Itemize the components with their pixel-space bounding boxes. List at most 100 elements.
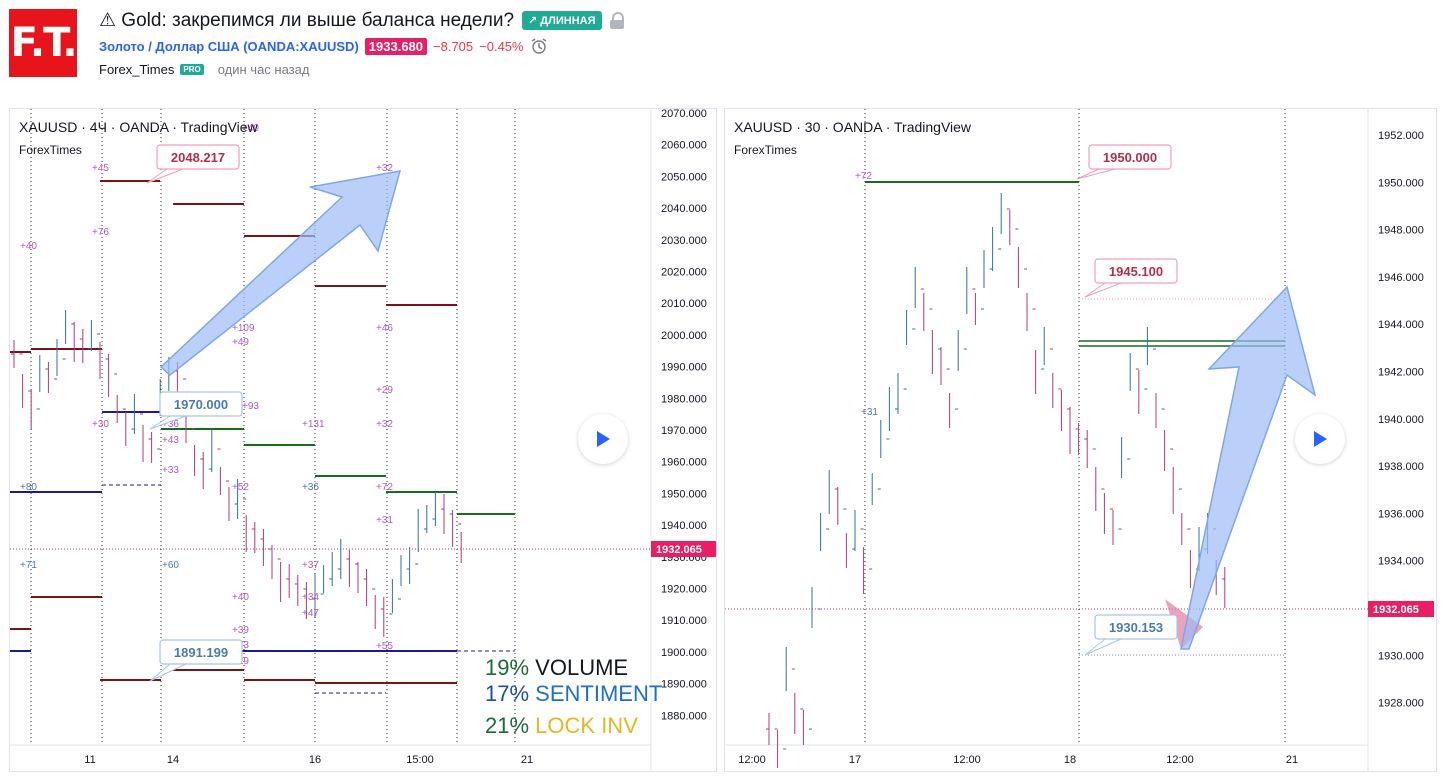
volume-label: +29 [376,385,393,396]
price-tick: 1930.000 [1378,650,1424,662]
volume-pct: 19% [485,655,530,680]
play-icon [1314,431,1327,447]
price-tick: 1952.000 [1378,130,1424,142]
author-name[interactable]: Forex_Times [99,62,175,77]
callout-1891-box [159,639,243,665]
time-tick: 15:00 [406,754,434,766]
price-tick: 1942.000 [1378,367,1424,379]
volume-label: +46 [376,323,393,334]
price-tick: 1920.000 [661,584,707,596]
bullish-arrow [1180,285,1317,650]
volume-label: +131 [302,419,325,430]
sentiment-label: SENTIMENT [535,681,663,706]
volume-label: +47 [302,608,319,619]
current-price-label: 1932.065 [1373,604,1419,616]
price-tick: 1936.000 [1378,508,1424,520]
alarm-clock-icon[interactable] [530,37,548,55]
callout-1891-tail [149,663,187,682]
price-tick: 2050.000 [661,171,707,183]
callout-1930-tail [1084,638,1122,656]
price-tick: 1900.000 [661,647,707,659]
price-tick: 1960.000 [661,457,707,469]
play-icon [597,431,610,447]
time-tick: 16 [309,754,321,766]
price-tick: 2060.000 [661,140,707,152]
pro-badge: PRO [180,64,204,75]
chart-4h-title: XAUUSD · 4Ч · OANDA · TradingView [19,119,258,135]
price-tick: 1940.000 [1378,414,1424,426]
time-tick: 17 [849,754,861,766]
price-tick: 1938.000 [1378,461,1424,473]
callout-1945-tail [1084,282,1122,298]
chart-4h[interactable]: 2070.000 2060.000 2050.000 2040.000 2030.000… [9,108,717,772]
price-tick: 1950.000 [1378,177,1424,189]
callout-1950-box [1088,144,1172,170]
symbol-link[interactable]: Золото / Доллар США (OANDA:XAUUSD) [99,38,359,54]
volume-label: +43 [162,435,179,446]
volume-label: +40 [242,123,259,134]
idea-title-row: ⚠ Gold: закрепимся ли выше баланса недел… [99,9,624,32]
play-button[interactable] [578,414,628,464]
price-change-pct: −0.45% [479,38,524,54]
time-tick: 12:00 [738,754,766,766]
price-tick: 1928.000 [1378,698,1424,710]
callout-1950-tail [1076,168,1116,180]
volume-label: +36 [162,419,179,430]
play-button[interactable] [1295,414,1345,464]
chart-4h-subtitle: ForexTimes [19,143,82,157]
callout-1891-text: 1891.199 [174,645,228,660]
price-tick: 2020.000 [661,267,707,279]
volume-label: +33 [162,465,179,476]
volume-label: +76 [92,227,109,238]
chart-4h-canvas: 2070.000 2060.000 2050.000 2040.000 2030.000… [10,109,716,771]
callout-1970-text: 1970.000 [174,397,228,412]
volume-label: +52 [232,482,249,493]
callout-1945-box [1094,258,1178,284]
volume-label: +93 [242,401,259,412]
volume-label: +39 [232,625,249,636]
brand-logo[interactable]: F.T. [9,9,78,77]
time-tick: 12:00 [953,754,981,766]
volume-label: +72 [376,482,393,493]
price-tick: 1948.000 [1378,225,1424,237]
volume-label: +36 [302,482,319,493]
time-tick: 18 [1064,754,1076,766]
volume-label: +31 [861,407,878,418]
price-change: −8.705 [433,38,474,54]
volume-label: +34 [302,592,319,603]
price-tick: 1970.000 [661,425,707,437]
callout-1930-box [1094,614,1178,640]
volume-label: +40 [20,241,37,252]
price-tick: 2010.000 [661,298,707,310]
symbol-row: Золото / Доллар США (OANDA:XAUUSD) 1933.… [99,37,548,55]
idea-title: ⚠ Gold: закрепимся ли выше баланса недел… [99,10,515,31]
bullish-arrow [159,170,402,376]
price-tick: 1934.000 [1378,556,1424,568]
chart-30m-canvas: 1952.000 1950.000 1948.000 1946.000 1944.000… [725,109,1434,771]
time-tick: 11 [84,754,95,766]
direction-badge: ↗ ДЛИННАЯ [522,11,602,30]
time-tick: 21 [1286,754,1298,766]
sentiment-pct: 17% [485,681,530,706]
callout-1930-text: 1930.153 [1109,620,1163,635]
volume-label: +109 [232,323,255,334]
idea-header: F.T. ⚠ Gold: закрепимся ли выше баланса … [0,0,1444,100]
lock-icon [609,12,624,29]
chart-30m[interactable]: 1952.000 1950.000 1948.000 1946.000 1944.000… [724,108,1437,772]
price-tick: 2040.000 [661,203,707,215]
price-tick: 1950.000 [661,488,707,500]
volume-label: +32 [376,419,393,430]
stats-legend: 19% VOLUME 17% SENTIMENT 21% LOCK INV [485,655,662,739]
volume-label: +45 [92,163,109,174]
volume-label: +37 [302,560,319,571]
chart-30m-subtitle: ForexTimes [734,143,797,157]
callout-1945-text: 1945.100 [1109,264,1163,279]
time-tick: 21 [521,754,533,766]
callout-2048-text: 2048.217 [171,150,225,165]
price-tick: 2030.000 [661,235,707,247]
publish-time: один час назад [217,62,310,77]
volume-label: +32 [376,163,393,174]
current-price-tag [651,541,716,557]
lock-pct: 21% [485,713,530,738]
price-tick: 1880.000 [661,710,707,722]
